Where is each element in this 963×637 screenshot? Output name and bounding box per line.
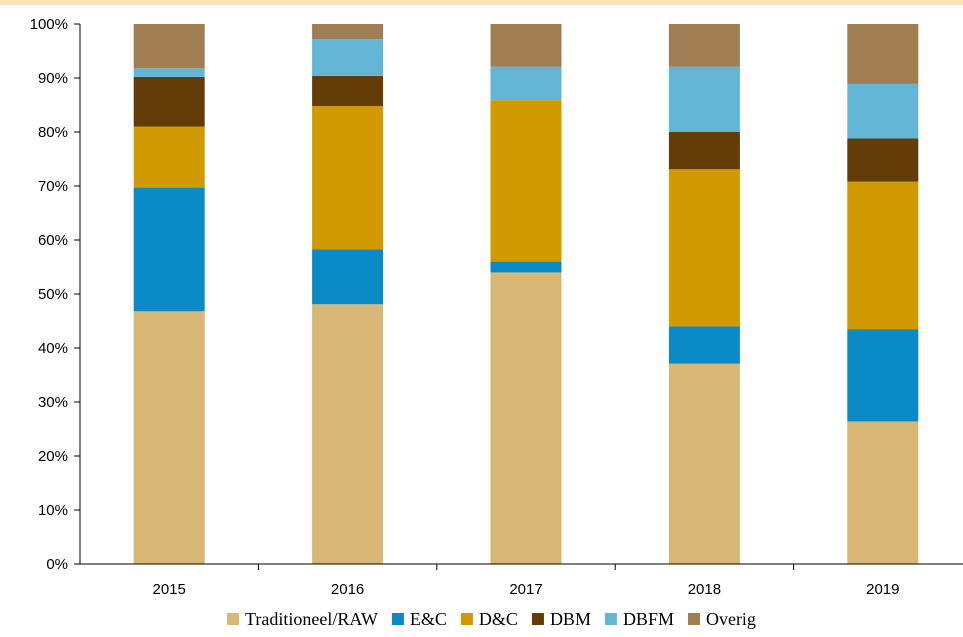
y-tick-label: 100% <box>30 16 68 33</box>
bar-segment-2015-0 <box>133 311 205 564</box>
x-tick-label: 2019 <box>866 581 899 598</box>
legend-label-5: Overig <box>706 609 756 629</box>
bar-segment-2018-3 <box>668 132 740 170</box>
y-tick-label: 70% <box>38 178 68 195</box>
x-tick-label: 2015 <box>153 581 186 598</box>
legend-swatch-2 <box>460 613 473 625</box>
legend-label-3: DBM <box>550 609 591 629</box>
x-tick-label: 2018 <box>688 581 721 598</box>
legend-swatch-4 <box>604 613 617 625</box>
bar-segment-2016-3 <box>312 75 384 107</box>
y-tick-label: 30% <box>38 394 68 411</box>
bar-segment-2018-5 <box>668 24 740 67</box>
bar-segment-2015-2 <box>133 126 205 188</box>
bar-segment-2019-4 <box>847 83 919 139</box>
legend: Traditioneel/RAW E&C D&C DBM DBFM Overig <box>227 609 756 629</box>
bar-segment-2017-1 <box>490 261 562 273</box>
bar-segment-2019-3 <box>847 138 919 182</box>
bar-segment-2017-5 <box>490 24 562 67</box>
legend-swatch-0 <box>227 613 240 625</box>
bar-segment-2017-2 <box>490 100 562 262</box>
legend-label-1: E&C <box>410 609 447 629</box>
bar-segment-2019-1 <box>847 329 919 422</box>
bar-segment-2017-4 <box>490 66 562 101</box>
bar-segment-2018-4 <box>668 66 740 132</box>
axes-layer: 0% 10% 20% 30% 40% 50% 60% 70% 80% 90% 100% 2015 201… <box>30 16 963 598</box>
bar-segment-2016-4 <box>312 39 384 76</box>
bar-segment-2018-0 <box>668 363 740 564</box>
bar-segment-2018-1 <box>668 326 740 364</box>
bar-segment-2019-2 <box>847 181 919 330</box>
y-tick-label: 20% <box>38 448 68 465</box>
bar-segment-2016-5 <box>312 24 384 40</box>
bar-segment-2019-5 <box>847 24 919 84</box>
x-tick-label: 2017 <box>509 581 542 598</box>
y-tick-label: 80% <box>38 124 68 141</box>
bars-layer <box>133 24 919 564</box>
y-tick-label: 0% <box>46 556 68 573</box>
y-tick-label: 90% <box>38 70 68 87</box>
bar-segment-2015-4 <box>133 68 205 77</box>
y-tick-label: 60% <box>38 232 68 249</box>
bar-segment-2015-5 <box>133 24 205 69</box>
y-tick-label: 40% <box>38 340 68 357</box>
bar-segment-2015-3 <box>133 76 205 127</box>
bar-segment-2016-1 <box>312 249 384 305</box>
legend-label-0: Traditioneel/RAW <box>245 609 378 629</box>
bar-segment-2017-0 <box>490 272 562 564</box>
legend-label-4: DBFM <box>623 609 674 629</box>
x-tick-label: 2016 <box>331 581 364 598</box>
legend-swatch-5 <box>687 613 700 625</box>
y-tick-label: 10% <box>38 502 68 519</box>
legend-swatch-3 <box>531 613 544 625</box>
top-accent-bar <box>0 0 963 5</box>
legend-swatch-1 <box>391 613 404 625</box>
y-tick-label: 50% <box>38 286 68 303</box>
bar-segment-2018-2 <box>668 169 740 327</box>
bar-segment-2019-0 <box>847 421 919 564</box>
legend-label-2: D&C <box>479 609 518 629</box>
bar-segment-2015-1 <box>133 187 205 312</box>
bar-segment-2016-0 <box>312 304 384 564</box>
bar-segment-2016-2 <box>312 106 384 250</box>
